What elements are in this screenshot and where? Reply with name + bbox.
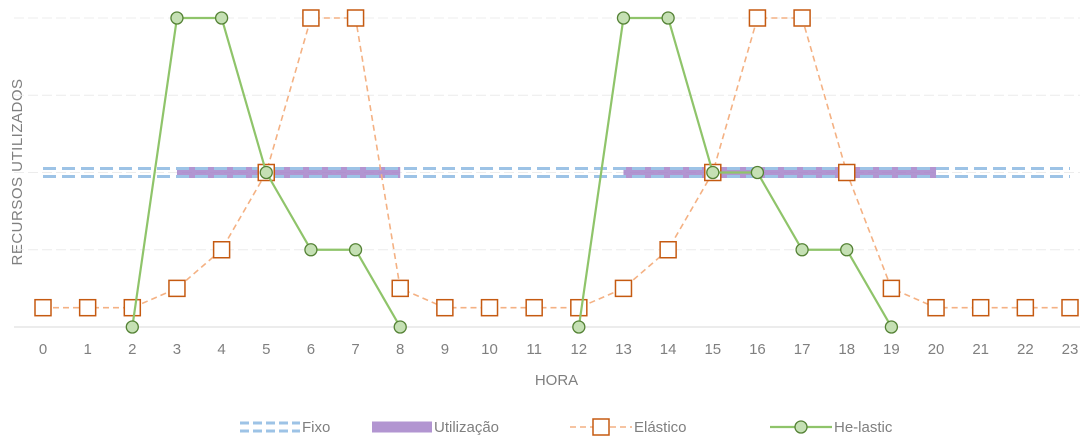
data-point bbox=[78, 298, 97, 317]
data-point bbox=[525, 298, 543, 317]
data-point bbox=[214, 11, 229, 25]
data-point bbox=[927, 298, 945, 317]
data-point bbox=[1061, 298, 1079, 317]
data-point bbox=[304, 243, 318, 257]
data-point bbox=[840, 243, 854, 257]
data-point bbox=[750, 165, 765, 180]
legend-marker bbox=[592, 418, 610, 436]
data-point bbox=[659, 241, 677, 259]
legend-marker bbox=[794, 420, 808, 434]
x-tick-label: 8 bbox=[396, 341, 404, 358]
data-point bbox=[884, 320, 899, 334]
data-point bbox=[436, 298, 454, 317]
data-point bbox=[971, 298, 990, 317]
data-point bbox=[393, 320, 407, 334]
data-point bbox=[125, 320, 139, 334]
x-tick-label: 5 bbox=[262, 341, 270, 358]
data-point bbox=[480, 298, 499, 317]
x-tick-label: 3 bbox=[173, 341, 181, 358]
x-tick-label: 6 bbox=[307, 341, 315, 358]
data-point bbox=[302, 9, 320, 27]
data-point bbox=[570, 298, 588, 317]
x-tick-label: 0 bbox=[39, 341, 47, 358]
data-point bbox=[123, 298, 142, 317]
data-point bbox=[346, 9, 365, 27]
x-tick-label: 23 bbox=[1062, 341, 1079, 358]
x-tick-label: 14 bbox=[660, 341, 677, 358]
legend: Utilização Fixo Elástico He-lastic bbox=[240, 418, 893, 436]
x-tick-label: 19 bbox=[883, 341, 900, 358]
x-tick-label: 13 bbox=[615, 341, 632, 358]
data-point bbox=[391, 279, 409, 298]
data-point bbox=[572, 320, 586, 334]
data-point bbox=[793, 9, 811, 27]
x-tick-label: 9 bbox=[441, 341, 449, 358]
data-point bbox=[748, 9, 767, 27]
x-tick-label: 1 bbox=[83, 341, 91, 358]
x-tick-label: 21 bbox=[972, 341, 989, 358]
x-tick-label: 18 bbox=[838, 341, 855, 358]
data-point bbox=[837, 163, 856, 182]
data-point bbox=[170, 11, 184, 25]
data-point bbox=[1016, 298, 1035, 317]
x-tick-label: 11 bbox=[526, 341, 542, 358]
data-point bbox=[259, 165, 273, 180]
legend-label: He-lastic bbox=[834, 419, 893, 436]
series-line bbox=[43, 17, 1070, 309]
data-point bbox=[661, 11, 675, 25]
x-axis-title: HORA bbox=[535, 372, 578, 389]
x-tick-label: 4 bbox=[217, 341, 225, 358]
x-tick-label: 2 bbox=[128, 341, 136, 358]
legend-label: Fixo bbox=[302, 419, 330, 436]
x-tick-label: 12 bbox=[570, 341, 587, 358]
data-point bbox=[795, 243, 809, 257]
x-tick-label: 20 bbox=[928, 341, 945, 358]
x-tick-label: 22 bbox=[1017, 341, 1034, 358]
data-point bbox=[706, 165, 720, 180]
data-point bbox=[616, 11, 631, 25]
data-point bbox=[882, 279, 901, 298]
x-tick-label: 16 bbox=[749, 341, 766, 358]
x-tick-label: 7 bbox=[351, 341, 359, 358]
data-point bbox=[212, 241, 231, 259]
data-point bbox=[168, 279, 186, 298]
data-point bbox=[614, 279, 633, 298]
data-point bbox=[34, 298, 52, 317]
legend-label: Utilização bbox=[434, 419, 499, 436]
data-point bbox=[348, 243, 363, 257]
x-tick-label: 15 bbox=[704, 341, 721, 358]
legend-label: Elástico bbox=[634, 419, 687, 436]
x-tick-label: 17 bbox=[794, 341, 811, 358]
x-tick-label: 10 bbox=[481, 341, 498, 358]
